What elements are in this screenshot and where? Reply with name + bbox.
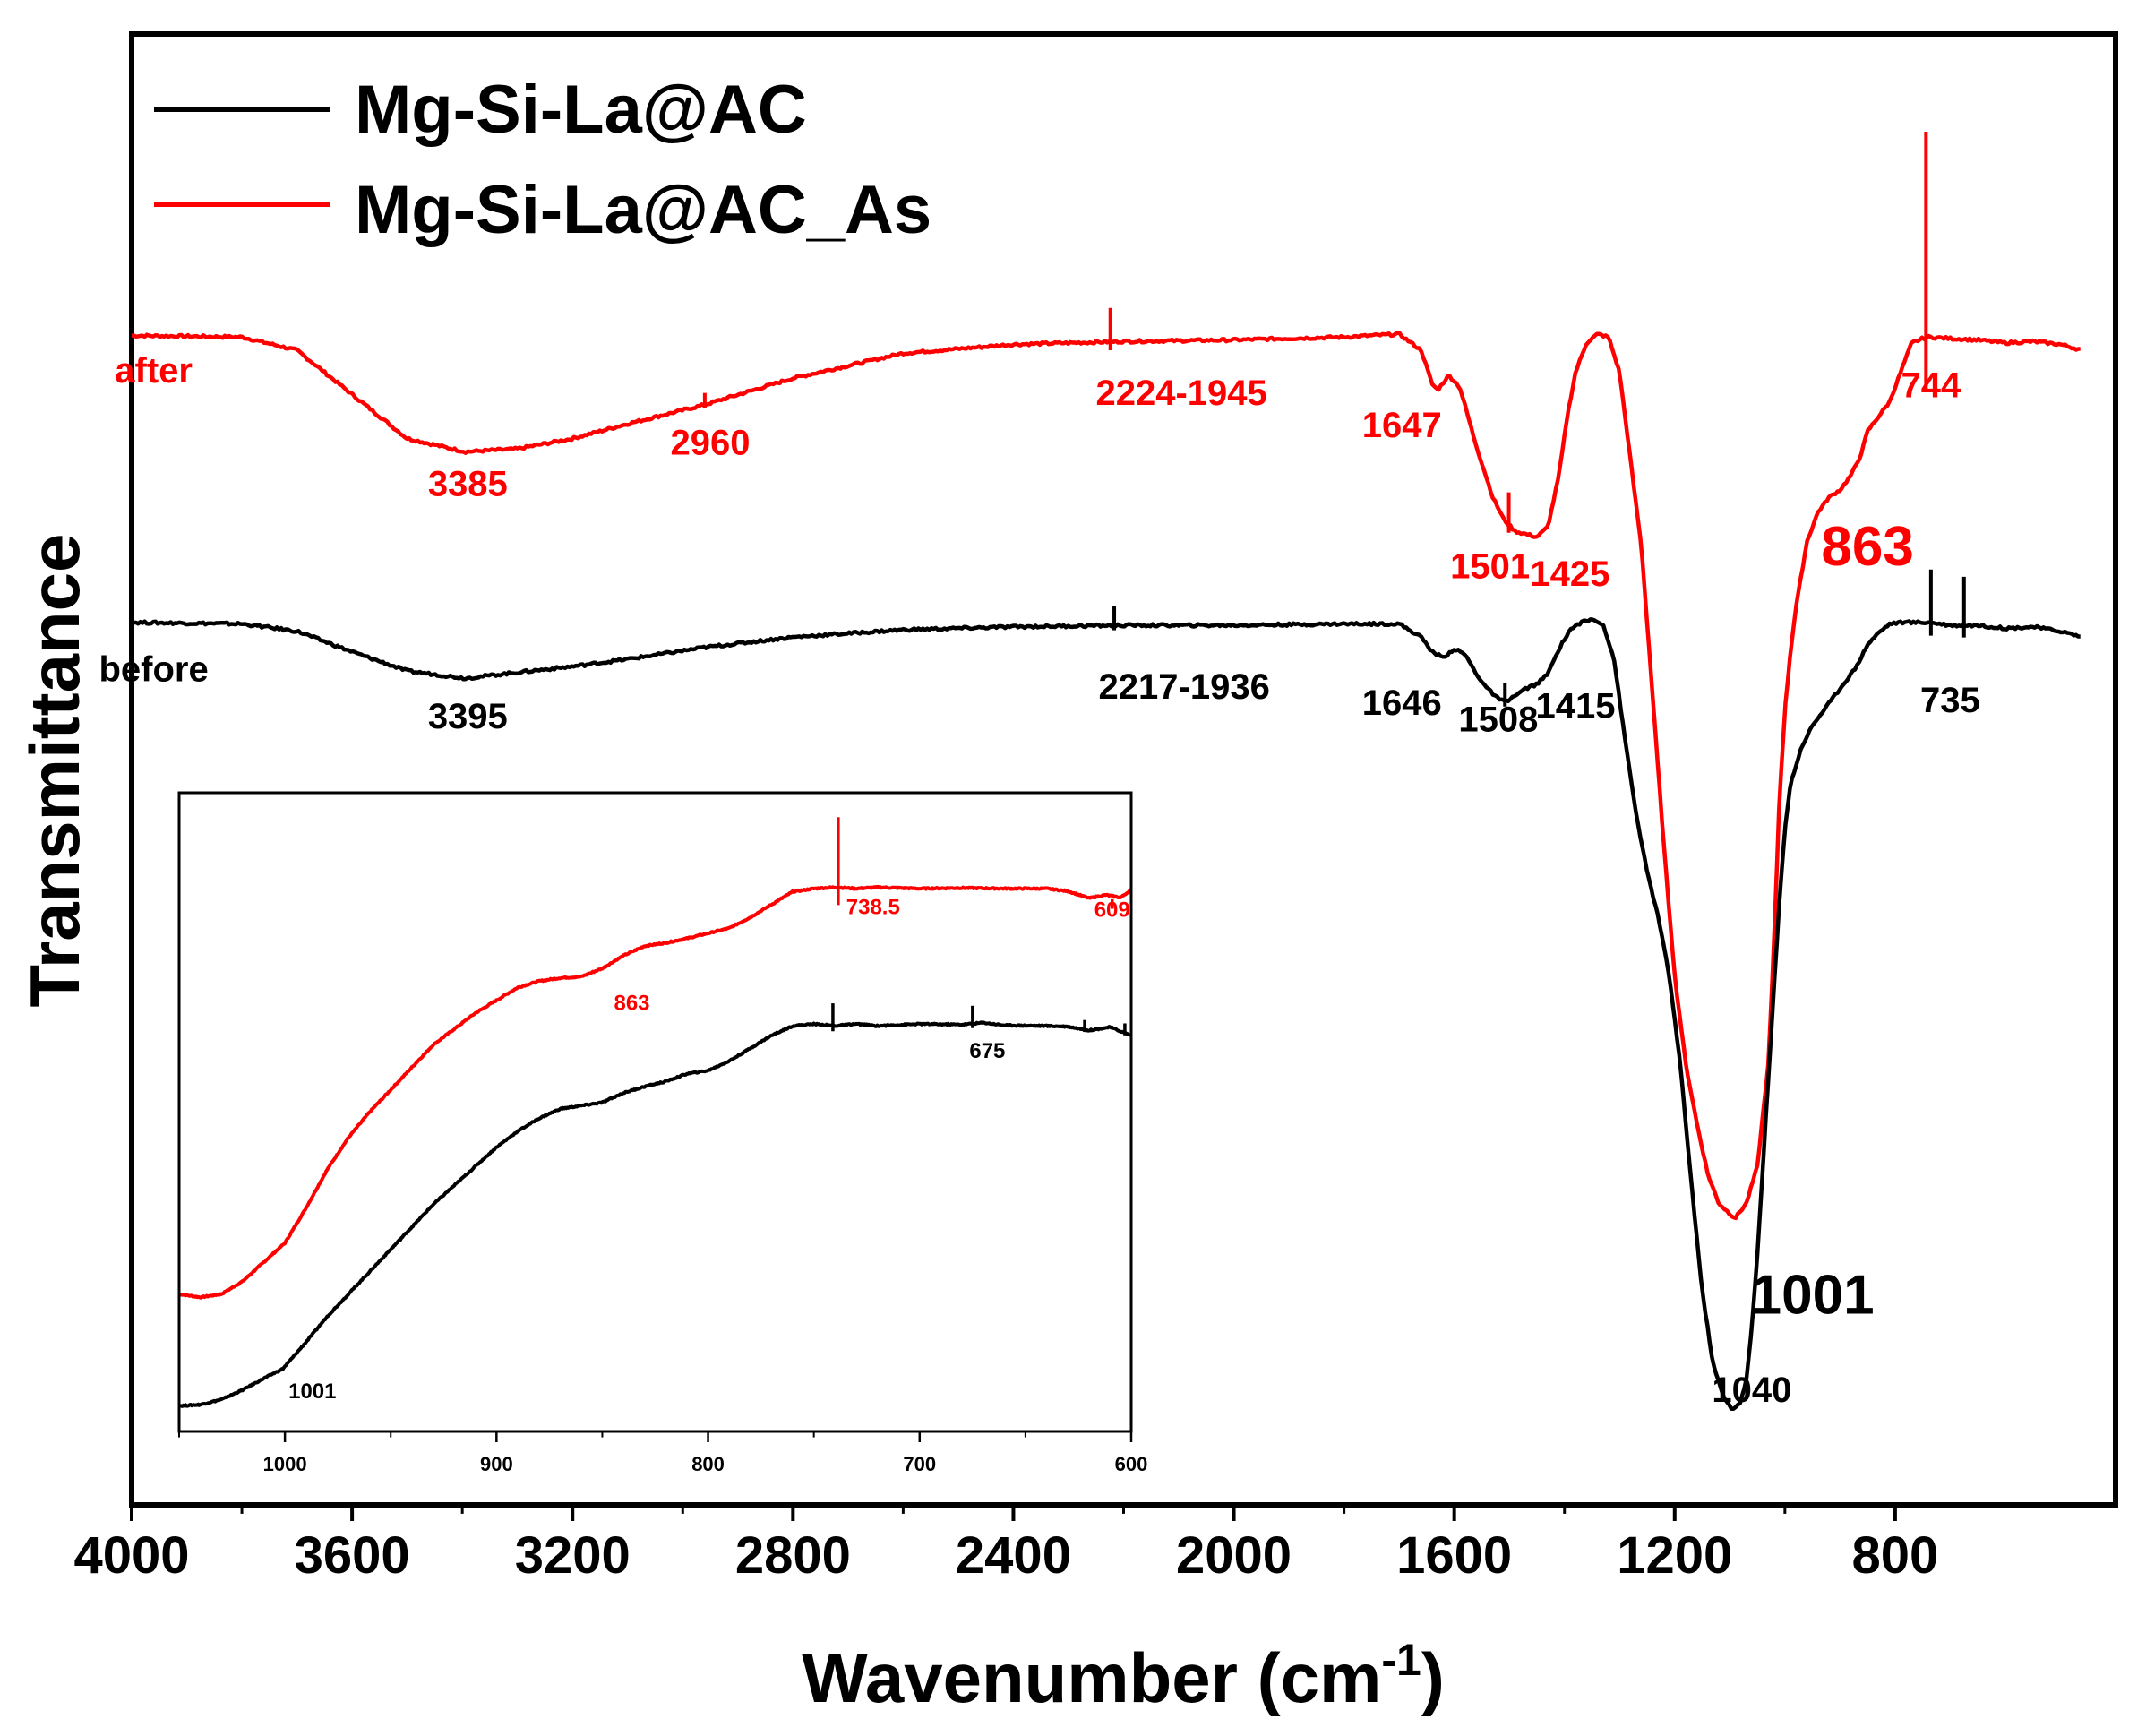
main-x-tick-label-3600: 3600 (295, 1526, 410, 1585)
main-series-mg-si-la-ac-as (131, 331, 2081, 1221)
inset-background (179, 793, 1131, 1431)
main-peak-label-1501: 1501 (1450, 547, 1530, 587)
main-series-mg-si-la-ac (130, 617, 2081, 1411)
inset-peak-label-738-5: 738.5 (846, 895, 900, 919)
main-peak-label-744: 744 (1901, 366, 1961, 406)
legend-label-black: Mg-Si-La@AC (355, 72, 807, 148)
main-peak-label-1646: 1646 (1362, 683, 1442, 723)
main-peak-label-863: 863 (1821, 516, 1913, 578)
inset-x-ticks: 1000 900 800 700 600 (178, 1431, 1148, 1475)
legend: Mg-Si-La@AC Mg-Si-La@AC_As (154, 72, 931, 248)
inset-peak-label-863: 863 (614, 991, 649, 1015)
main-peak-label-1415: 1415 (1536, 687, 1616, 726)
main-peak-label-735: 735 (1920, 681, 1980, 720)
inset-x-tick-label-1000: 1000 (263, 1453, 307, 1475)
inset-annotations: 738.5 609 863 675 1001 (288, 895, 1130, 1403)
x-axis-title-superscript: -1 (1381, 1635, 1421, 1685)
main-series-group (130, 132, 2081, 1411)
main-peak-label-before: before (99, 649, 208, 689)
main-annotations: after 3385 2960 2224-1945 1647 1501 1425 863 744… (99, 351, 1979, 1410)
inset-x-tick-label-600: 600 (1115, 1453, 1148, 1475)
main-peak-label-1647: 1647 (1362, 406, 1442, 445)
main-peak-label-1425: 1425 (1530, 554, 1610, 594)
main-x-tick-label-1600: 1600 (1396, 1526, 1512, 1585)
y-axis-title: Transmittance (15, 534, 94, 1008)
legend-label-red: Mg-Si-La@AC_As (355, 172, 931, 248)
inset-plot-frame (177, 791, 1133, 1433)
main-peak-label-3395: 3395 (428, 697, 508, 736)
main-x-tick-label-2800: 2800 (735, 1526, 851, 1585)
inset-peak-label-675: 675 (969, 1039, 1005, 1063)
main-x-ticks: 4000 3600 3200 2800 2400 2000 1600 1200 800 (73, 1505, 1938, 1585)
x-axis-title: Wavenumber (cm-1) (802, 1635, 1445, 1717)
main-peak-label-2224-1945: 2224-1945 (1095, 374, 1266, 413)
inset-x-tick-label-700: 700 (903, 1453, 936, 1475)
inset-series-mg-si-la-ac-as (178, 884, 1133, 1300)
main-x-tick-label-1200: 1200 (1617, 1526, 1732, 1585)
main-peak-label-after: after (115, 351, 193, 391)
main-peak-label-1508: 1508 (1458, 700, 1538, 739)
main-peak-label-1040: 1040 (1712, 1371, 1791, 1410)
inset-series-group (177, 817, 1133, 1408)
inset-x-tick-label-800: 800 (691, 1453, 725, 1475)
inset-peak-label-1001: 1001 (288, 1379, 336, 1404)
main-peak-label-3385: 3385 (428, 465, 508, 504)
main-peak-label-2217-1936: 2217-1936 (1099, 667, 1270, 707)
main-peak-label-1001: 1001 (1751, 1265, 1875, 1327)
main-x-tick-label-800: 800 (1851, 1526, 1938, 1585)
inset-peak-label-609: 609 (1094, 898, 1130, 922)
main-x-tick-label-3200: 3200 (515, 1526, 631, 1585)
main-x-tick-label-4000: 4000 (73, 1526, 189, 1585)
inset-x-tick-label-900: 900 (480, 1453, 513, 1475)
main-peak-label-2960: 2960 (671, 424, 751, 463)
main-x-tick-label-2000: 2000 (1176, 1526, 1292, 1585)
main-x-tick-label-2400: 2400 (956, 1526, 1071, 1585)
